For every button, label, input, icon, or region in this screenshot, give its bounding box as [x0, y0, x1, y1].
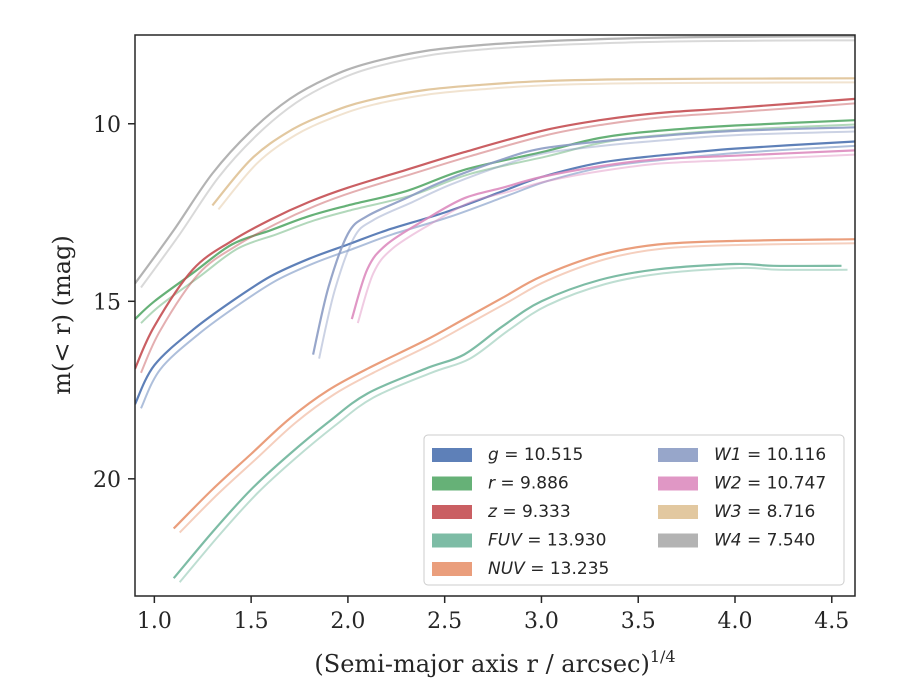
series-line-shadow-6 [356, 153, 855, 324]
y-tick-label: 20 [93, 468, 121, 493]
legend-label-fuv: FUV = 13.930 [488, 531, 606, 551]
x-tick-label: 3.0 [524, 609, 559, 634]
x-axis: 1.0 1.5 2.0 2.5 3.0 3.5 4.0 4.5 [137, 596, 849, 634]
series-line-shadow-5 [318, 130, 855, 359]
plot-frame [134, 34, 856, 597]
x-tick-label: 1.0 [137, 609, 172, 634]
x-tick-label: 1.5 [234, 609, 269, 634]
legend: g = 10.515 r = 9.886 z = 9.333 FUV = 13.930… [423, 434, 845, 586]
legend-label-nuv: NUV = 13.235 [488, 559, 609, 579]
series-line-w4 [135, 35, 855, 285]
legend-swatch-w3 [658, 505, 698, 519]
x-axis-label: (Semi-major axis r / arcsec)1/4 [314, 647, 675, 678]
series-line-shadow-2 [140, 102, 855, 374]
legend-label-g: g = 10.515 [488, 445, 583, 465]
legend-label-w4: W4 = 7.540 [714, 531, 815, 551]
legend-label-w2: W2 = 10.747 [714, 474, 826, 494]
series-line-w1 [312, 126, 855, 355]
series-line-shadow-7 [217, 81, 855, 211]
legend-swatch-w1 [658, 448, 698, 462]
legend-swatch-w4 [658, 533, 698, 548]
x-axis-label-superscript: 1/4 [650, 647, 676, 666]
series-line-shadow-3 [178, 266, 848, 583]
series-line-g [135, 140, 855, 405]
legend-swatch-g [432, 448, 472, 462]
x-tick-label: 2.5 [427, 609, 462, 634]
x-tick-label: 4.5 [814, 609, 849, 634]
series-line-shadow-8 [140, 39, 855, 289]
series-line-fuv [172, 262, 842, 579]
legend-label-w3: W3 = 8.716 [714, 502, 815, 522]
series-layer [135, 35, 855, 583]
legend-swatch-w2 [658, 476, 698, 491]
legend-swatch-r [432, 476, 472, 491]
series-line-r [135, 119, 855, 320]
y-tick-label: 15 [93, 290, 121, 315]
y-tick-label: 10 [93, 113, 121, 138]
legend-swatch-nuv [432, 562, 472, 576]
series-line-z [135, 97, 855, 370]
x-tick-label: 3.5 [621, 609, 656, 634]
legend-box [423, 434, 845, 586]
legend-label-z: z = 9.333 [487, 502, 571, 522]
series-line-shadow-4 [178, 242, 855, 534]
legend-label-r: r = 9.886 [488, 474, 569, 494]
legend-label-w1: W1 = 10.116 [714, 445, 826, 465]
y-axis: 10 15 20 [93, 113, 135, 493]
legend-swatch-z [432, 505, 472, 519]
legend-swatch-fuv [432, 533, 472, 548]
series-line-w3 [211, 77, 855, 207]
x-tick-label: 4.0 [718, 609, 753, 634]
series-line-nuv [172, 238, 855, 530]
y-axis-label: m(< r) (mag) [48, 235, 76, 394]
series-line-w2 [350, 149, 855, 320]
x-tick-label: 2.0 [330, 609, 365, 634]
